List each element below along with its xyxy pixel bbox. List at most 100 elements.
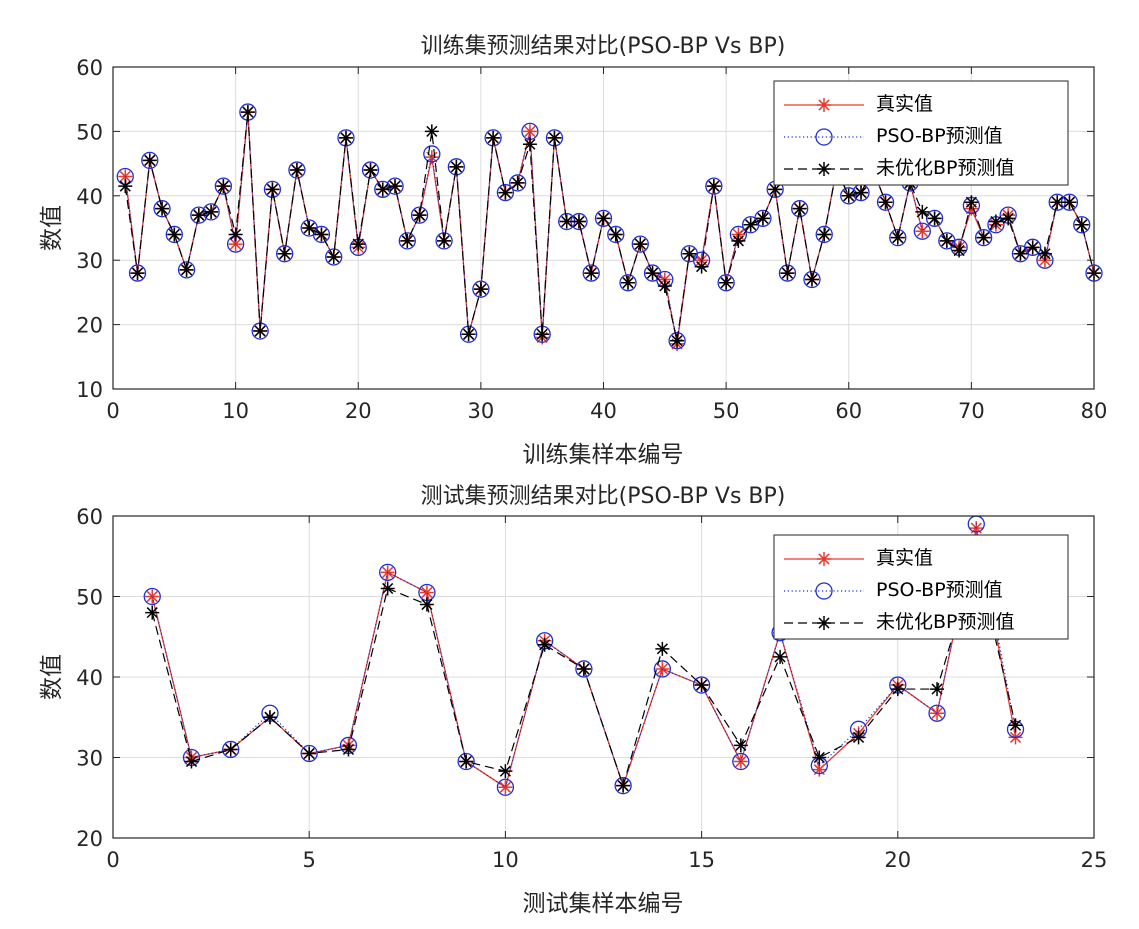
data-point-star bbox=[437, 233, 452, 248]
data-point-star bbox=[142, 153, 157, 168]
data-point-circle bbox=[222, 740, 240, 759]
data-point-star bbox=[976, 230, 991, 245]
y-tick-label: 40 bbox=[76, 185, 103, 209]
data-point-star bbox=[1025, 240, 1040, 255]
data-point-star bbox=[184, 754, 199, 769]
legend-marker bbox=[815, 582, 833, 600]
series-group bbox=[116, 103, 1103, 351]
legend-marker bbox=[815, 128, 833, 146]
data-point-star bbox=[657, 278, 672, 293]
legend-label: 未优化BP预测值 bbox=[876, 611, 1015, 633]
data-point-star bbox=[969, 521, 984, 536]
data-point-star bbox=[412, 208, 427, 223]
data-point-circle bbox=[300, 744, 318, 763]
data-point-circle bbox=[141, 151, 159, 170]
x-tick-label: 0 bbox=[106, 848, 119, 872]
data-point-circle bbox=[143, 587, 161, 606]
data-point-circle bbox=[631, 235, 649, 253]
y-tick-label: 60 bbox=[76, 505, 103, 529]
data-point-star bbox=[240, 105, 255, 120]
data-point-star bbox=[576, 661, 591, 676]
data-point-circle bbox=[1073, 216, 1091, 234]
x-tick-label: 0 bbox=[106, 399, 119, 423]
series-line-2 bbox=[151, 523, 1017, 788]
legend-label: 真实值 bbox=[876, 547, 933, 569]
legend-marker bbox=[817, 616, 831, 630]
data-point-star bbox=[262, 710, 277, 725]
x-tick-label: 25 bbox=[1081, 848, 1108, 872]
data-point-star bbox=[608, 227, 623, 242]
data-point-star bbox=[498, 780, 513, 795]
data-point-star bbox=[682, 246, 697, 261]
legend-marker bbox=[817, 552, 831, 566]
data-point-circle bbox=[614, 777, 632, 795]
data-point-star bbox=[498, 764, 513, 779]
chart-title: 训练集预测结果对比(PSO-BP Vs BP) bbox=[421, 34, 786, 59]
data-point-star bbox=[930, 682, 945, 697]
training-chart: 训练集预测结果对比(PSO-BP Vs BP) 0 10 20 30 40 50 60 70 8… bbox=[39, 34, 1107, 468]
data-point-star bbox=[939, 233, 954, 248]
legend-marker bbox=[817, 98, 831, 112]
data-point-star bbox=[890, 682, 905, 697]
y-axis-label: 数值 bbox=[39, 205, 65, 251]
data-point-star bbox=[302, 746, 317, 761]
data-point-circle bbox=[705, 177, 723, 195]
data-point-star bbox=[486, 130, 501, 145]
data-point-circle bbox=[484, 129, 502, 147]
y-axis-label: 数值 bbox=[39, 654, 65, 700]
data-point-star bbox=[890, 230, 905, 245]
data-point-star bbox=[559, 214, 574, 229]
data-point-circle bbox=[575, 660, 593, 678]
data-point-star bbox=[731, 233, 746, 248]
data-point-star bbox=[338, 130, 353, 145]
data-point-star bbox=[621, 275, 636, 290]
x-tick-label: 60 bbox=[835, 399, 862, 423]
data-point-star bbox=[817, 227, 832, 242]
data-point-star bbox=[145, 605, 160, 620]
data-point-star bbox=[400, 233, 415, 248]
data-point-circle bbox=[457, 752, 475, 771]
data-point-circle bbox=[496, 183, 515, 202]
data-point-star bbox=[130, 266, 145, 281]
data-point-circle bbox=[754, 209, 772, 227]
data-point-circle bbox=[288, 161, 306, 179]
data-point-star bbox=[424, 124, 439, 139]
data-point-circle bbox=[1024, 238, 1042, 256]
data-point-star bbox=[380, 581, 395, 596]
data-point-star bbox=[302, 221, 317, 235]
data-point-star bbox=[1074, 217, 1089, 232]
data-point-star bbox=[596, 211, 611, 226]
data-point-star bbox=[419, 597, 434, 612]
data-point-star bbox=[878, 195, 893, 210]
x-tick-label: 20 bbox=[345, 399, 372, 423]
data-point-circle bbox=[594, 209, 613, 227]
data-point-circle bbox=[312, 225, 331, 244]
data-point-star bbox=[1062, 195, 1077, 210]
data-point-star bbox=[547, 130, 562, 145]
x-tick-label: 20 bbox=[884, 848, 911, 872]
data-point-star bbox=[988, 214, 1003, 229]
legend-entries bbox=[784, 552, 864, 630]
data-point-star bbox=[743, 217, 758, 232]
data-point-star bbox=[1008, 718, 1023, 733]
data-point-star bbox=[1013, 246, 1028, 261]
data-point-circle bbox=[692, 676, 711, 694]
data-point-star bbox=[424, 150, 439, 165]
data-point-circle bbox=[423, 145, 441, 163]
data-point-circle bbox=[410, 206, 429, 224]
y-tick-label: 20 bbox=[76, 314, 103, 338]
legend-marker bbox=[817, 162, 831, 176]
data-point-star bbox=[191, 208, 206, 223]
data-point-circle bbox=[803, 270, 821, 289]
data-point-star bbox=[719, 275, 734, 290]
data-point-star bbox=[419, 585, 434, 600]
data-point-circle bbox=[472, 280, 490, 298]
data-point-star bbox=[571, 214, 586, 229]
data-point-star bbox=[694, 259, 709, 274]
y-tick-label: 30 bbox=[76, 249, 103, 273]
data-point-circle bbox=[496, 778, 515, 796]
legend-label: 未优化BP预测值 bbox=[876, 157, 1015, 179]
data-point-star bbox=[289, 163, 304, 178]
legend-label: 真实值 bbox=[876, 93, 933, 115]
